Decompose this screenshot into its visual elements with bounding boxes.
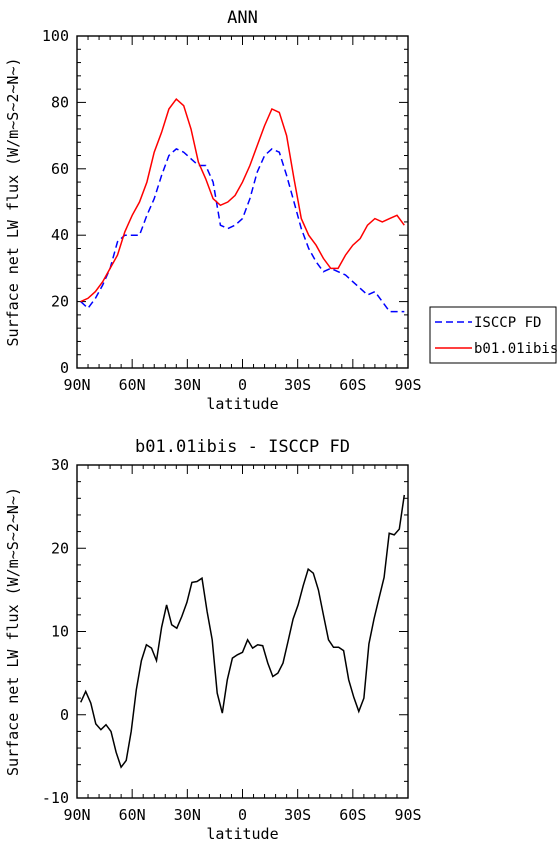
series-line-difference bbox=[80, 494, 406, 769]
y-tick-label: 10 bbox=[51, 623, 69, 641]
plot-frame bbox=[76, 35, 409, 369]
y-tick-label: 100 bbox=[42, 27, 69, 45]
y-tick-label: -10 bbox=[42, 789, 69, 807]
y-tick-label: 20 bbox=[51, 293, 69, 311]
chart-title: b01.01ibis - ISCCP FD bbox=[135, 437, 350, 457]
x-tick-label: 90S bbox=[394, 806, 421, 824]
legend-box bbox=[429, 306, 557, 364]
x-tick-label: 60S bbox=[339, 806, 366, 824]
chart-2: b01.01ibis - ISCCP FD -10 0 10 20 30 90N 60N 30N… bbox=[4, 437, 422, 843]
legend-label: b01.01ibis bbox=[474, 341, 558, 357]
x-tick-label: 60N bbox=[119, 376, 146, 394]
x-tick-label: 60S bbox=[339, 376, 366, 394]
y-tick-label: 80 bbox=[51, 93, 69, 111]
x-tick-label: 30S bbox=[284, 376, 311, 394]
series-line-b01-01ibis bbox=[80, 97, 405, 303]
legend-label: ISCCP FD bbox=[474, 315, 541, 331]
y-tick-label: 30 bbox=[51, 456, 69, 474]
x-tick-label: 90S bbox=[394, 376, 421, 394]
x-tick-label: 30N bbox=[174, 376, 201, 394]
x-tick-label: 90N bbox=[63, 376, 90, 394]
y-axis-label: Surface net LW flux (W/m~S~2~N~) bbox=[4, 487, 22, 776]
x-tick-label: 0 bbox=[238, 376, 247, 394]
x-axis-label: latitude bbox=[206, 395, 278, 413]
series-line-isccp-fd bbox=[80, 148, 405, 313]
x-tick-label: 60N bbox=[119, 806, 146, 824]
legend: ISCCP FD b01.01ibis bbox=[429, 306, 558, 364]
x-tick-label: 30N bbox=[174, 806, 201, 824]
y-tick-label: 60 bbox=[51, 160, 69, 178]
y-tick-label: 0 bbox=[60, 706, 69, 724]
y-axis-label: Surface net LW flux (W/m~S~2~N~) bbox=[4, 58, 22, 347]
chart-1: ANN 0 20 40 60 80 100 90N 60N 30N 0 30S 60S 90S latitu… bbox=[4, 8, 558, 413]
y-tick-label: 20 bbox=[51, 539, 69, 557]
plot-frame bbox=[76, 464, 409, 799]
x-tick-label: 30S bbox=[284, 806, 311, 824]
y-tick-label: 40 bbox=[51, 226, 69, 244]
chart-title: ANN bbox=[227, 8, 258, 28]
x-axis-label: latitude bbox=[206, 825, 278, 843]
x-tick-label: 90N bbox=[63, 806, 90, 824]
y-tick-label: 0 bbox=[60, 359, 69, 377]
x-tick-label: 0 bbox=[238, 806, 247, 824]
